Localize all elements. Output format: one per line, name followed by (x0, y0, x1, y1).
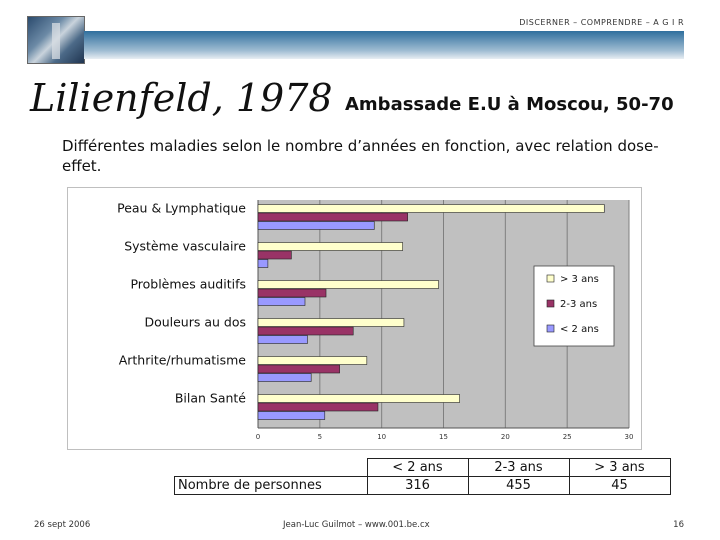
table-header-gt3: > 3 ans (568, 458, 671, 477)
bar (257, 318, 405, 327)
header-bar (84, 31, 684, 59)
chart-container: 0 5 10 15 20 25 30 Peau & Lymphatique Système va… (67, 187, 642, 450)
slide-heading: Ambassade E.U à Moscou, 50-70 (345, 94, 674, 115)
slide-subtitle: Différentes maladies selon le nombre d’a… (62, 137, 659, 175)
tagline: DISCERNER – COMPRENDRE – A G I R (519, 18, 684, 27)
legend-swatch (546, 299, 555, 308)
bar (257, 356, 368, 365)
legend-swatch (546, 274, 555, 283)
table-value-lt2: 316 (366, 476, 469, 495)
table-header-row: < 2 ans 2-3 ans > 3 ans (174, 458, 671, 477)
bar (257, 297, 306, 306)
slide-title: Lilienfeld, 1978 (30, 76, 333, 120)
legend-label: 2-3 ans (560, 299, 597, 310)
bar (257, 326, 354, 336)
table-row-label: Nombre de personnes (174, 476, 368, 495)
x-tick-label: 10 (377, 433, 386, 441)
table-header-2to3: 2-3 ans (467, 458, 570, 477)
table-row: Nombre de personnes 316 455 45 (174, 476, 671, 495)
bar (257, 288, 327, 298)
footer-date: 26 sept 2006 (34, 520, 91, 530)
bar (257, 204, 605, 213)
legend-label: < 2 ans (560, 324, 599, 335)
bar (257, 212, 408, 222)
legend-swatch (546, 324, 555, 333)
x-tick-label: 25 (563, 433, 572, 441)
legend-label: > 3 ans (560, 274, 599, 285)
bar (257, 335, 308, 344)
category-label: Peau & Lymphatique (117, 201, 246, 216)
bar-chart: 0 5 10 15 20 25 30 Peau & Lymphatique Système va… (117, 200, 634, 441)
category-label: Bilan Santé (175, 391, 246, 406)
bar (257, 373, 312, 382)
bar (257, 394, 460, 403)
count-table: < 2 ans 2-3 ans > 3 ans Nombre de person… (174, 458, 671, 495)
x-tick-label: 20 (501, 433, 510, 441)
bar (257, 364, 340, 374)
footer-author: Jean-Luc Guilmot – www.001.be.cx (283, 520, 430, 530)
logo-image (27, 16, 85, 64)
x-tick-label: 30 (625, 433, 634, 441)
category-label: Système vasculaire (124, 239, 246, 254)
footer-page-number: 16 (673, 520, 684, 530)
bar (257, 411, 326, 420)
bar (257, 221, 375, 230)
table-value-gt3: 45 (568, 476, 671, 495)
bar (257, 402, 379, 412)
category-label: Douleurs au dos (144, 315, 246, 330)
bar (257, 250, 292, 260)
table-value-2to3: 455 (467, 476, 570, 495)
category-label: Arthrite/rhumatisme (119, 353, 247, 368)
bar (257, 280, 439, 289)
x-tick-label: 0 (256, 433, 260, 441)
bar (257, 242, 403, 251)
bar (257, 259, 269, 268)
x-tick-label: 5 (318, 433, 322, 441)
table-header-lt2: < 2 ans (366, 458, 469, 477)
category-label: Problèmes auditifs (130, 277, 246, 292)
table-corner (174, 458, 368, 477)
x-tick-label: 15 (439, 433, 448, 441)
